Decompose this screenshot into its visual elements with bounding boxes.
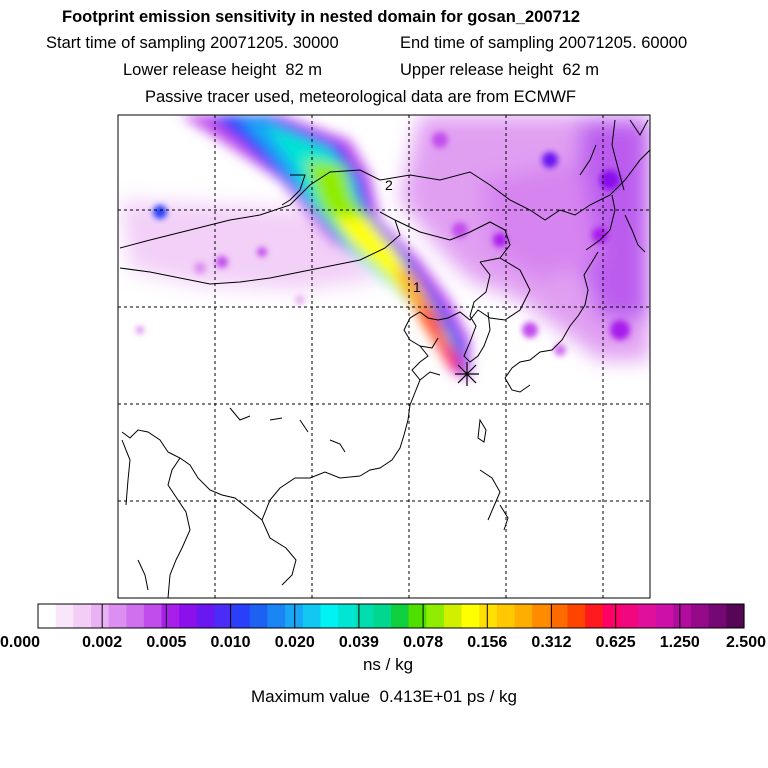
colorbar-swatch xyxy=(143,604,163,628)
figure-title: Footprint emission sensitivity in nested… xyxy=(62,8,581,26)
colorbar-swatch xyxy=(691,604,710,628)
colorbar-swatch xyxy=(249,604,269,628)
colorbar-tick-label: 0.078 xyxy=(403,634,443,651)
colorbar-tick-label: 2.500 xyxy=(726,634,766,651)
colorbar-swatch xyxy=(638,604,657,628)
colorbar-swatch xyxy=(196,604,216,628)
sensitivity-field xyxy=(120,115,650,380)
colorbar-tick-label: 0.005 xyxy=(146,634,186,651)
colorbar-swatch xyxy=(567,604,586,628)
maximum-value: 0.413E+01 ps / kg xyxy=(379,687,518,706)
colorbar-swatch xyxy=(338,604,357,628)
colorbar-tick-label: 0.625 xyxy=(596,634,636,651)
colorbar-tick-label: 1.250 xyxy=(660,634,700,651)
tracer-note: Passive tracer used, meteorological data… xyxy=(145,88,576,106)
coastlines xyxy=(119,119,650,598)
colorbar-swatch xyxy=(461,604,480,628)
colorbar-tick-label: 0.010 xyxy=(211,634,251,651)
lower-height-caption: Lower release height xyxy=(123,61,277,79)
map-frame xyxy=(117,114,651,599)
colorbar-swatch xyxy=(38,604,57,628)
plume xyxy=(180,115,470,380)
colorbar-swatch xyxy=(108,604,127,628)
colorbar-swatch xyxy=(426,604,445,628)
start-time-value: 20071205. 30000 xyxy=(210,34,339,52)
colorbar-swatch xyxy=(479,604,498,628)
start-time-caption: Start time of sampling xyxy=(46,34,206,52)
marker-label-2: 2 xyxy=(385,177,393,193)
colorbar-swatch xyxy=(620,604,639,628)
colorbar-swatches xyxy=(38,604,745,628)
colorbar-frame xyxy=(37,603,745,629)
colorbar-swatch xyxy=(73,604,92,628)
lower-height-value: 82 m xyxy=(285,61,323,79)
colorbar-swatch xyxy=(408,604,427,628)
graticule xyxy=(118,115,650,598)
colorbar-swatch xyxy=(179,604,198,628)
end-time-caption: End time of sampling xyxy=(400,34,555,52)
maximum-value-line: Maximum value 0.413E+01 ps / kg xyxy=(0,687,768,707)
colorbar-swatch xyxy=(302,604,321,628)
colorbar-separators xyxy=(101,604,681,628)
colorbar-tick-label: 0.002 xyxy=(82,634,122,651)
colorbar-tick-labels: 0.000 0.002 0.005 0.010 0.020 0.039 0.078 0.156… xyxy=(0,634,766,651)
speckle-patches xyxy=(136,132,630,356)
colorbar-swatch xyxy=(514,604,533,628)
upper-height-value: 62 m xyxy=(562,61,600,79)
upper-height-caption: Upper release height xyxy=(400,61,554,79)
colorbar-swatch xyxy=(549,604,569,628)
start-time-label: Start time of sampling 20071205. 30000 xyxy=(46,34,339,53)
colorbar-swatch xyxy=(320,604,339,628)
colorbar-swatch xyxy=(232,604,251,628)
colorbar-swatch xyxy=(602,604,622,628)
colorbar-swatch xyxy=(673,604,692,628)
colorbar-swatch xyxy=(214,604,233,628)
colorbar-tick-label: 0.020 xyxy=(275,634,315,651)
colorbar-swatch xyxy=(355,604,374,628)
colorbar-swatch xyxy=(655,604,674,628)
colorbar-tick-label: 0.039 xyxy=(339,634,379,651)
colorbar-swatch xyxy=(585,604,604,628)
marker-label-1: 1 xyxy=(413,279,421,295)
colorbar-swatch xyxy=(532,604,551,628)
lower-height-label: Lower release height 82 m xyxy=(123,61,322,80)
colorbar-swatch xyxy=(708,604,727,628)
colorbar-swatch xyxy=(55,604,74,628)
colorbar-unit: ns / kg xyxy=(362,655,414,674)
colorbar-swatch xyxy=(391,604,410,628)
colorbar-swatch xyxy=(373,604,392,628)
asterisk-icon xyxy=(455,362,479,386)
colorbar-tick-label: 0.156 xyxy=(467,634,507,651)
upper-height-label: Upper release height 62 m xyxy=(400,61,599,80)
end-time-label: End time of sampling 20071205. 60000 xyxy=(400,34,687,53)
colorbar-swatch xyxy=(126,604,145,628)
colorbar-swatch xyxy=(267,604,286,628)
colorbar-tick-label: 0.312 xyxy=(531,634,571,651)
colorbar-tick-label: 0.000 xyxy=(0,634,40,651)
end-time-value: 20071205. 60000 xyxy=(558,34,688,52)
colorbar-swatch xyxy=(443,604,463,628)
colorbar-swatch xyxy=(90,604,110,628)
colorbar-swatch xyxy=(161,604,180,628)
colorbar-swatch xyxy=(285,604,304,628)
colorbar: 0.000 0.002 0.005 0.010 0.020 0.039 0.078 0.156… xyxy=(0,603,766,651)
maximum-value-label: Maximum value xyxy=(250,687,371,706)
colorbar-swatch xyxy=(726,604,745,628)
colorbar-swatch xyxy=(496,604,516,628)
